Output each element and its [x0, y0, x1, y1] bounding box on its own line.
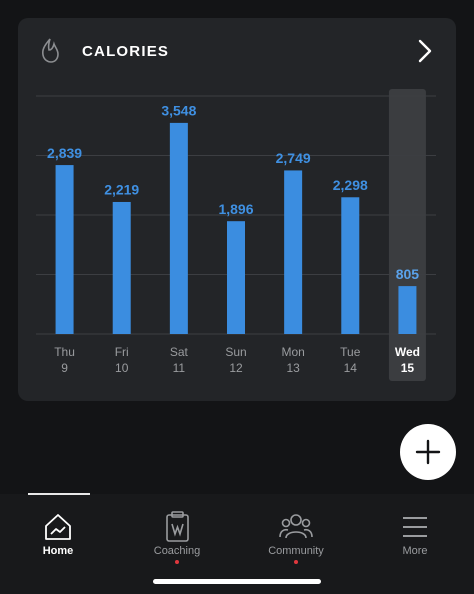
x-tick-label: Wed [395, 345, 420, 359]
value-label: 2,219 [104, 182, 139, 198]
bar[interactable] [284, 170, 303, 334]
date-label: 13 [286, 361, 300, 375]
bar[interactable] [398, 286, 417, 334]
x-tick-label: Sat [170, 345, 189, 359]
x-tick-label: Thu [54, 345, 75, 359]
tab-label[interactable]: Home [43, 545, 74, 557]
value-label: 3,548 [161, 103, 196, 119]
x-tick-label: Tue [340, 345, 361, 359]
date-label: 14 [344, 361, 358, 375]
value-label: 2,749 [276, 150, 311, 166]
bar[interactable] [227, 221, 245, 334]
value-label: 1,896 [218, 201, 253, 217]
selected-column[interactable] [388, 89, 426, 381]
more-icon [403, 517, 427, 537]
x-tick-label: Mon [281, 345, 304, 359]
notification-dot [175, 560, 179, 564]
bar[interactable] [169, 122, 188, 334]
x-tick-label: Fri [115, 345, 129, 359]
chevron[interactable] [418, 39, 432, 63]
bar[interactable] [55, 165, 74, 334]
tab-labels: Home Coaching Community More [43, 545, 428, 564]
date-label: 11 [173, 361, 186, 375]
add-icon [415, 439, 441, 465]
tab-label[interactable]: More [402, 545, 427, 557]
bar[interactable] [112, 201, 131, 334]
home-icon [45, 514, 71, 540]
coaching-icon [166, 511, 189, 542]
date-label: 12 [229, 361, 243, 375]
community-icon [279, 514, 313, 539]
tab-indicator [28, 493, 90, 495]
notification-dot [294, 560, 298, 564]
flame-icon [41, 38, 59, 63]
date-label: 15 [401, 361, 415, 375]
date-label: 9 [61, 361, 68, 375]
tab-bar [0, 494, 474, 594]
value-label: 805 [396, 266, 420, 282]
value-label: 2,839 [47, 145, 82, 161]
tab-label[interactable]: Community [268, 545, 324, 557]
home-indicator [153, 579, 321, 584]
tab-label[interactable]: Coaching [154, 545, 200, 557]
bar[interactable] [341, 197, 360, 334]
x-tick-label: Sun [225, 345, 246, 359]
chart: 2,839 Thu 9 2,219 Fri 10 3,548 Sat 11 1,896 Sun 12 2… [36, 89, 436, 381]
date-label: 10 [115, 361, 129, 375]
card-title: CALORIES [82, 43, 169, 60]
value-label: 2,298 [333, 177, 368, 193]
